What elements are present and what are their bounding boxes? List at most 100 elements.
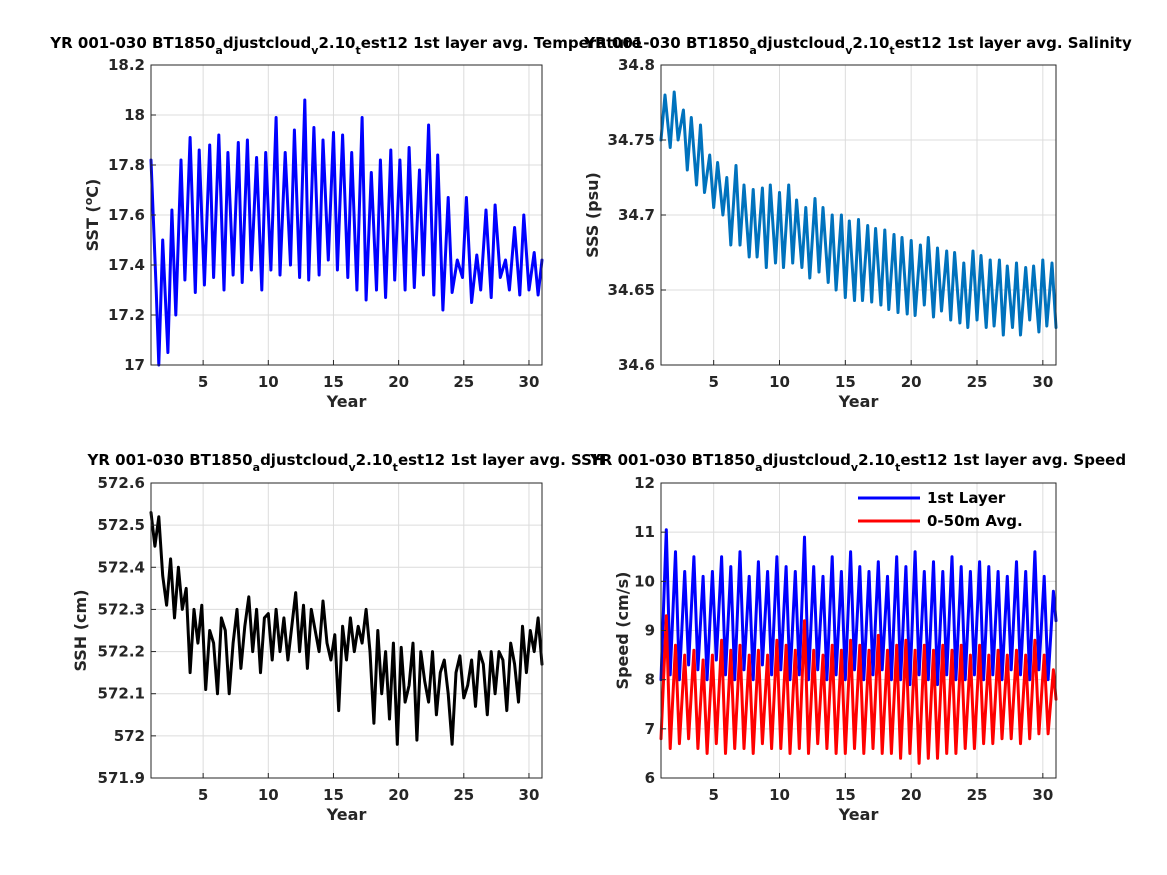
y-axis-label: SSH (cm) <box>71 589 90 671</box>
x-tick-label: 20 <box>388 786 409 804</box>
y-axis-label-text: SSS (psu) <box>583 172 602 258</box>
chart-title: YR 001-030 BT1850adjustcloudv2.10test12 … <box>583 34 1132 57</box>
y-tick-label: 34.6 <box>618 356 655 374</box>
y-tick-label: 572.3 <box>98 600 145 618</box>
legend-entry: 0-50m Avg. <box>927 512 1023 530</box>
y-tick-label: 34.8 <box>618 56 655 74</box>
x-axis-label: Year <box>326 392 367 411</box>
y-tick-label: 17 <box>124 356 145 374</box>
x-tick-label: 10 <box>258 373 279 391</box>
y-tick-label: 10 <box>634 572 655 590</box>
y-tick-label: 34.7 <box>618 206 655 224</box>
x-axis-label: Year <box>838 805 879 824</box>
chart-title: YR 001-030 BT1850adjustcloudv2.10test12 … <box>87 451 605 474</box>
y-tick-label: 18.2 <box>108 56 145 74</box>
y-tick-label: 572 <box>114 727 145 745</box>
chart-panel-3: 5 10 15 20 25 30 571.9 572 572.1 572.2 572.3 572.4 5… <box>71 451 604 824</box>
plot-frame <box>150 482 543 779</box>
chart-title-subscript: t <box>889 44 894 57</box>
x-tick-label: 20 <box>901 373 922 391</box>
chart-title-text: djustcloud <box>763 451 851 469</box>
y-tick-label: 8 <box>645 671 655 689</box>
y-tick-label: 572.6 <box>98 474 145 492</box>
y-tick-label: 17.4 <box>108 256 145 274</box>
x-tick-label: 15 <box>835 373 856 391</box>
chart-title-subscript: a <box>253 461 260 474</box>
y-tick-label: 572.1 <box>98 685 145 703</box>
x-tick-label: 30 <box>1032 786 1053 804</box>
y-tick-label: 572.5 <box>98 516 145 534</box>
series-line-1 <box>149 98 544 367</box>
y-tick-label: 18 <box>124 106 145 124</box>
chart-title-subscript: v <box>311 44 319 57</box>
chart-title-text: djustcloud <box>260 451 348 469</box>
chart-title-text: 2.10 <box>318 34 355 52</box>
x-tick-label: 15 <box>323 786 344 804</box>
y-tick-label: 12 <box>634 474 655 492</box>
x-tick-label: 5 <box>198 373 208 391</box>
chart-title: YR 001-030 BT1850adjustcloudv2.10test12 … <box>49 34 641 57</box>
chart-title-text: est12 1st layer avg. Salinity <box>895 34 1132 52</box>
chart-title-text: 2.10 <box>852 34 889 52</box>
y-tick-label: 6 <box>645 769 655 787</box>
x-tick-label: 5 <box>708 786 718 804</box>
x-tick-label: 25 <box>453 373 474 391</box>
x-tick-label: 5 <box>198 786 208 804</box>
y-tick-label: 34.65 <box>608 281 655 299</box>
chart-title-subscript: v <box>851 461 859 474</box>
series-line-1 <box>659 528 1058 687</box>
y-tick-label: 17.2 <box>108 306 145 324</box>
chart-title-subscript: a <box>749 44 756 57</box>
y-axis-label: Speed (cm/s) <box>613 572 632 690</box>
x-axis-label: Year <box>326 805 367 824</box>
legend-entry: 1st Layer <box>927 489 1006 507</box>
chart-title-text: 2.10 <box>356 451 393 469</box>
chart-title-text: YR 001-030 BT1850 <box>583 34 749 52</box>
y-tick-label: 571.9 <box>98 769 145 787</box>
x-tick-label: 30 <box>519 373 540 391</box>
chart-title-text: YR 001-030 BT1850 <box>589 451 755 469</box>
x-tick-label: 25 <box>453 786 474 804</box>
chart-title-text: est12 1st layer avg. Speed <box>900 451 1126 469</box>
x-tick-label: 20 <box>388 373 409 391</box>
chart-title-text: djustcloud <box>757 34 845 52</box>
x-tick-label: 10 <box>769 786 790 804</box>
x-tick-label: 5 <box>708 373 718 391</box>
chart-title-subscript: v <box>845 44 853 57</box>
y-axis-label-unit: C) <box>83 179 102 198</box>
chart-title-subscript: a <box>215 44 222 57</box>
chart-title-text: est12 1st layer avg. SSH <box>398 451 605 469</box>
chart-title-text: YR 001-030 BT1850 <box>49 34 215 52</box>
y-tick-label: 572.2 <box>98 643 145 661</box>
chart-title-subscript: t <box>355 44 360 57</box>
y-tick-label: 17.6 <box>108 206 145 224</box>
y-axis-label-text: SST ( <box>83 205 102 251</box>
x-tick-label: 20 <box>901 786 922 804</box>
chart-title-text: est12 1st layer avg. Temperature <box>361 34 642 52</box>
y-axis-label: SST (oC) <box>82 179 102 252</box>
y-axis-label-text: SSH (cm) <box>71 589 90 671</box>
chart-panel-2: 5 10 15 20 25 30 34.6 34.65 34.7 34.75 34.8 Year SSS… <box>583 34 1132 411</box>
y-tick-label: 17.8 <box>108 156 145 174</box>
y-tick-label: 11 <box>634 523 655 541</box>
y-tick-label: 572.4 <box>98 558 145 576</box>
chart-title-subscript: t <box>393 461 398 474</box>
chart-title-text: 2.10 <box>858 451 895 469</box>
x-tick-label: 25 <box>967 373 988 391</box>
y-axis-label-superscript: o <box>82 197 95 205</box>
x-tick-label: 15 <box>323 373 344 391</box>
x-tick-label: 30 <box>1032 373 1053 391</box>
y-tick-label: 7 <box>645 720 655 738</box>
series-line-1 <box>149 511 544 746</box>
y-tick-label: 34.75 <box>608 131 655 149</box>
chart-panel-4: 5 10 15 20 25 30 6 7 8 9 10 11 12 Year Speed (cm/s) YR … <box>589 451 1126 824</box>
chart-panel-1: 5 10 15 20 25 30 17 17.2 17.4 17.6 17.8 18 18.2 Year S… <box>49 34 641 411</box>
y-axis-label-text: Speed (cm/s) <box>613 572 632 690</box>
chart-title-subscript: t <box>895 461 900 474</box>
chart-title: YR 001-030 BT1850adjustcloudv2.10test12 … <box>589 451 1126 474</box>
x-tick-label: 15 <box>835 786 856 804</box>
series-line-2 <box>659 614 1058 765</box>
chart-title-text: YR 001-030 BT1850 <box>87 451 253 469</box>
x-axis-label: Year <box>838 392 879 411</box>
